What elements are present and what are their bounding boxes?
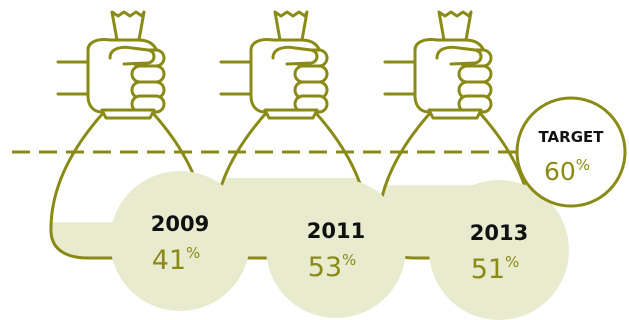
value-label-2011: 2011 53% (266, 178, 406, 318)
target-circle (515, 96, 627, 208)
fist-icon (383, 10, 493, 120)
fist-icon (219, 10, 329, 120)
thumb (108, 45, 156, 66)
label-circle (429, 180, 569, 320)
bag-neck (437, 10, 473, 42)
thumb (271, 45, 319, 66)
value-label-2009: 2009 41% (110, 171, 250, 311)
bag-tie (427, 108, 483, 120)
thumb (435, 45, 483, 66)
target-badge: TARGET 60% (515, 96, 627, 208)
target-label: TARGET (538, 128, 604, 146)
category-label: 2011 (307, 219, 365, 243)
finger-2 (457, 64, 493, 84)
bag-tie (263, 108, 319, 120)
data-label: 53% (308, 251, 357, 283)
label-circle (266, 178, 406, 318)
finger-2 (293, 64, 329, 84)
category-label: 2013 (470, 221, 528, 245)
bag-tie (100, 108, 156, 120)
value-label-2013: 2013 51% (429, 180, 569, 320)
fist-icon (56, 10, 166, 120)
target-value: 60% (544, 156, 590, 186)
bag-neck (110, 10, 146, 42)
labels-layer: 2009 41% 2011 53% 2013 51% (110, 171, 569, 320)
category-label: 2009 (151, 212, 209, 236)
data-label: 51% (471, 253, 520, 285)
bag-neck (273, 10, 309, 42)
label-circle (110, 171, 250, 311)
data-label: 41% (152, 244, 201, 276)
finger-2 (130, 64, 166, 84)
